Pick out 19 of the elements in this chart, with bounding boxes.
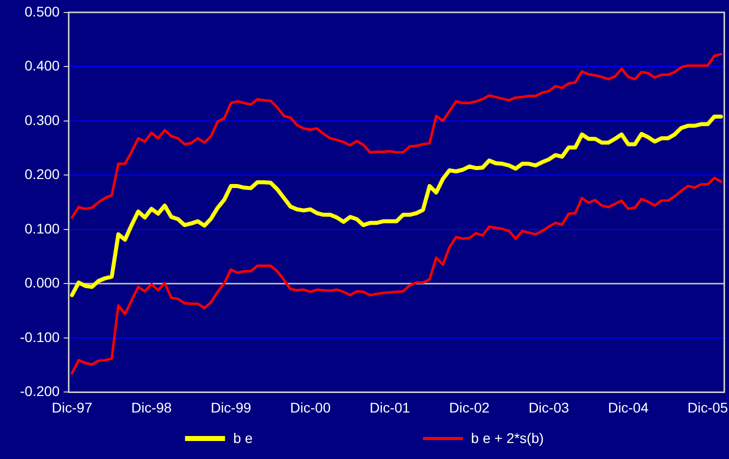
y-tick-label: 0.000 [24,274,60,291]
y-tick-label: -0.100 [20,328,60,345]
y-tick-label: -0.200 [20,383,60,400]
y-tick-label: 0.100 [24,220,60,236]
y-tick-label: 0.300 [24,112,60,128]
x-tick-label: Dic-03 [528,399,570,416]
x-tick-label: Dic-02 [449,399,490,416]
legend-label: b e + 2*s(b) [471,430,544,446]
x-tick-label: Dic-04 [608,399,649,416]
x-tick-label: Dic-99 [210,399,252,416]
legend-label: b e [233,430,253,446]
x-tick-label: Dic-00 [290,399,331,416]
x-tick-label: Dic-01 [370,399,410,416]
y-tick-label: 0.500 [24,3,60,20]
y-tick-label: 0.200 [24,166,60,182]
x-tick-label: Dic-05 [688,399,728,416]
y-tick-label: 0.400 [24,58,60,74]
x-tick-label: Dic-98 [131,399,172,416]
x-tick-label: Dic-97 [52,399,92,416]
